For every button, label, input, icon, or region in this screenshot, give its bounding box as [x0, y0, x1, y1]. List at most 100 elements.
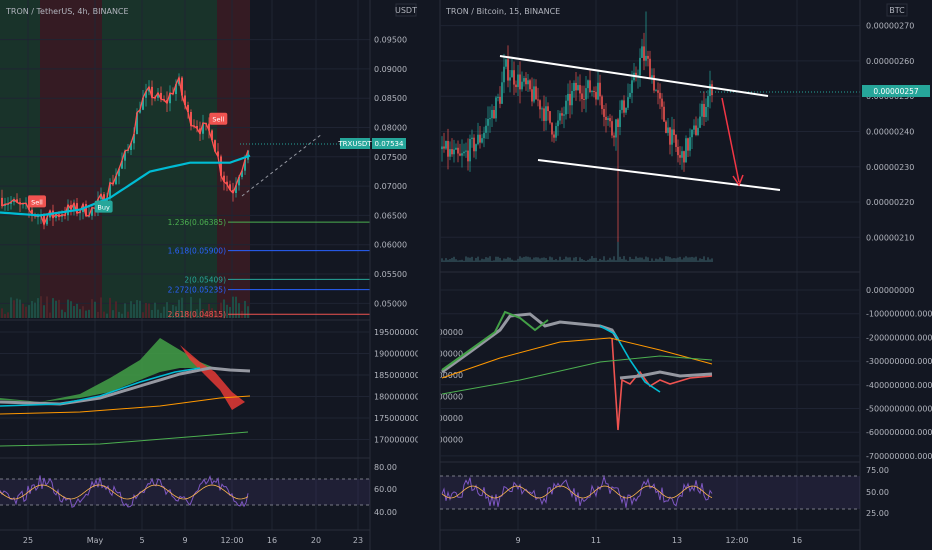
candle-body	[202, 122, 204, 134]
rsi-signal-line	[441, 485, 713, 499]
candle-body	[663, 106, 665, 122]
volume-bar	[707, 257, 709, 262]
candle-body	[529, 80, 531, 90]
candle-body	[665, 121, 667, 133]
right-candles	[441, 11, 860, 255]
candle-body	[557, 120, 559, 127]
fib-level-label: 1.236(0.06385)	[168, 218, 226, 227]
volume-bar	[70, 301, 72, 318]
candle-body	[655, 90, 657, 92]
volume-bar	[169, 312, 171, 318]
indicator-y-tick-label: 0.00000000	[866, 286, 914, 295]
divider	[418, 0, 440, 550]
x-tick-label: 25	[23, 536, 33, 545]
candle-body	[241, 170, 243, 178]
candle-body	[103, 194, 105, 203]
right-price-axis[interactable]: BTC 0.000002700.000002600.000002500.0000…	[859, 0, 930, 550]
volume-bar	[28, 305, 30, 318]
volume-bar	[489, 256, 491, 262]
volume-bar	[675, 258, 677, 262]
volume-bar	[563, 259, 565, 262]
volume-bar	[445, 258, 447, 262]
left-overlays	[0, 75, 340, 227]
right-rsi-pane	[440, 474, 860, 510]
volume-bar	[16, 298, 18, 318]
candle-body	[565, 100, 567, 115]
volume-bar	[157, 309, 159, 318]
y-tick-label: 0.09000	[374, 65, 407, 74]
volume-bar	[49, 312, 51, 318]
volume-bar	[655, 258, 657, 262]
volume-bar	[61, 309, 63, 318]
candle-body	[491, 109, 493, 119]
volume-bar	[579, 257, 581, 262]
volume-bar	[647, 257, 649, 262]
candle-body	[477, 134, 479, 145]
rsi-y-tick-label: 75.00	[866, 466, 889, 475]
rsi-y-tick-label: 50.00	[866, 488, 889, 497]
candle-body	[539, 100, 541, 110]
volume-bar	[465, 256, 467, 262]
candle-body	[563, 114, 565, 116]
volume-bar	[25, 306, 27, 318]
volume-bar	[625, 259, 627, 262]
rsi-band	[0, 479, 370, 505]
left-x-ticks: 25 May 5 9 12:00 16 20 23	[23, 536, 363, 545]
fib-level-label: 2.618(0.04815)	[168, 310, 226, 319]
volume-bar	[485, 257, 487, 262]
channel-upper-line[interactable]	[499, 55, 769, 97]
candle-body	[523, 78, 525, 82]
volume-bar	[571, 260, 573, 262]
volume-bar	[85, 310, 87, 318]
volume-bar	[190, 296, 192, 318]
signal-label: Sell	[31, 198, 43, 206]
x-tick-label: 5	[139, 536, 144, 545]
volume-bar	[595, 257, 597, 262]
volume-bar	[517, 258, 519, 262]
left-unit-box	[395, 3, 417, 17]
candle-body	[703, 103, 705, 118]
volume-bar	[112, 310, 114, 318]
left-symbol-tag	[340, 138, 370, 149]
candle-body	[485, 125, 487, 133]
x-tick-label: 12:00	[220, 536, 243, 545]
candle-body	[599, 82, 601, 97]
volume-bar	[43, 305, 45, 318]
candle-body	[629, 92, 631, 98]
candle-body	[187, 104, 189, 113]
volume-bar	[607, 259, 609, 262]
buy-signal-badge[interactable]	[94, 200, 113, 213]
candle-body	[223, 175, 225, 182]
gray-band-line	[441, 312, 620, 374]
candle-body	[613, 135, 615, 138]
volume-bar	[589, 258, 591, 262]
projection-arrow[interactable]	[721, 97, 740, 183]
candle-body	[139, 109, 141, 113]
left-price-axis[interactable]: USDT 0.09500 0.09000 0.08500 0.08000 0.07500…	[337, 0, 417, 550]
sell-signal-badge[interactable]	[28, 195, 46, 208]
volume-bar	[184, 310, 186, 318]
volume-bar	[451, 257, 453, 262]
candle-body	[214, 140, 216, 152]
y-tick-label: 0.05500	[374, 270, 407, 279]
fib-level-label: 2(0.05409)	[184, 275, 226, 284]
volume-bar	[585, 260, 587, 262]
candle-body	[235, 185, 237, 194]
candle-body	[13, 199, 15, 203]
volume-bar	[247, 306, 249, 318]
volume-bar	[505, 258, 507, 262]
candle-body	[577, 85, 579, 91]
volume-bar	[541, 257, 543, 262]
rsi-signal-line	[0, 484, 249, 500]
candle-body	[701, 103, 703, 117]
right-unit-box	[886, 3, 908, 17]
candle-body	[693, 125, 695, 130]
volume-bar	[615, 260, 617, 262]
volume-bar	[691, 256, 693, 262]
trend-projection-line[interactable]	[241, 133, 323, 197]
volume-bar	[599, 258, 601, 262]
sell-signal-badge[interactable]	[209, 112, 228, 125]
volume-bar	[52, 298, 54, 318]
volume-bar	[545, 258, 547, 262]
